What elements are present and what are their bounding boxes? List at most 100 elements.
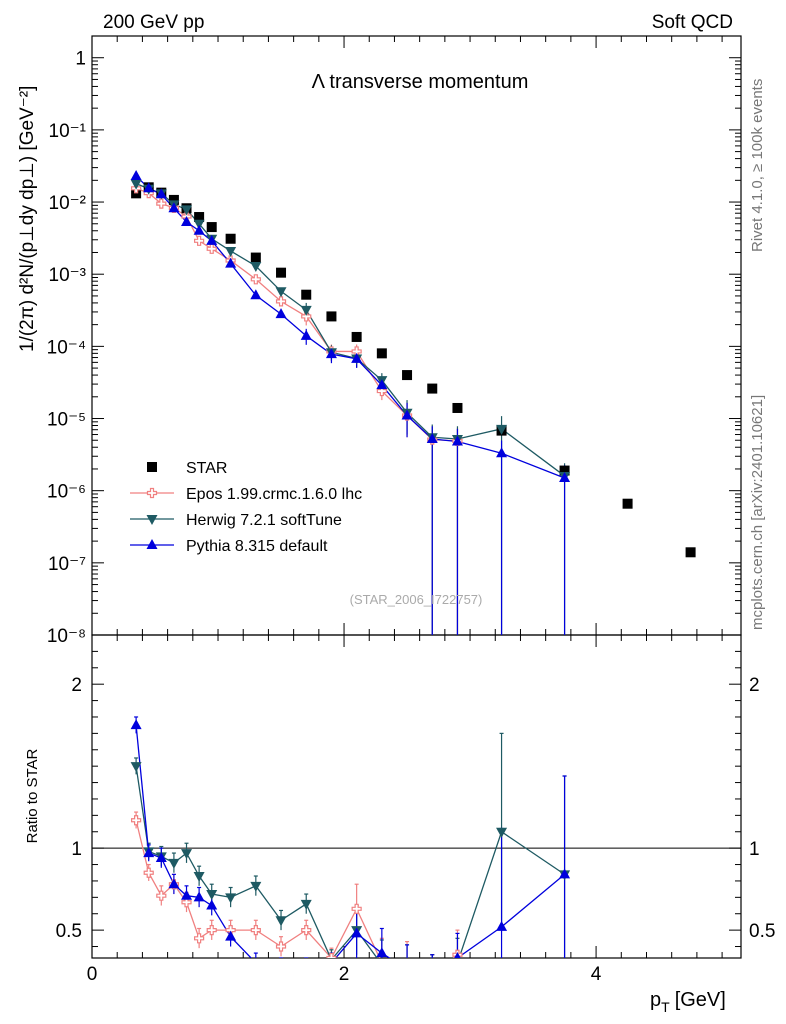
marker-ratio [130, 719, 142, 730]
marker-main [301, 289, 312, 300]
marker-main [168, 202, 180, 213]
marker-ratio [376, 947, 388, 958]
marker-main [301, 311, 312, 322]
marker-main [300, 305, 312, 316]
marker-ratio [225, 893, 237, 904]
marker-main [225, 246, 237, 257]
y-tick-label-main: 10⁻⁷ [48, 554, 86, 575]
marker-main [194, 212, 205, 223]
marker-ratio [559, 868, 571, 879]
legend-marker [146, 487, 158, 499]
marker-main [250, 274, 261, 285]
plot-frames [91, 35, 742, 959]
marker-main [250, 289, 262, 300]
series-line-ratio [135, 820, 458, 958]
marker-ratio [275, 916, 287, 927]
marker-ratio [206, 899, 218, 910]
marker-main [276, 267, 287, 278]
x-axis-label-unit: [GeV] [675, 989, 726, 1011]
marker-main [351, 331, 362, 342]
x-tick-label: 2 [339, 964, 350, 985]
marker-main [143, 182, 155, 193]
marker-main [376, 379, 388, 390]
marker-main [225, 257, 237, 268]
marker-ratio [300, 899, 312, 910]
marker-ratio [250, 925, 261, 936]
ratio-tick-label-left: 0.5 [56, 921, 82, 942]
marker-main [250, 261, 262, 272]
marker-main [496, 424, 508, 435]
data-markers [130, 169, 696, 558]
marker-main [559, 465, 570, 476]
x-axis-label-main: p [650, 989, 661, 1011]
marker-main [402, 370, 413, 381]
marker-ratio [206, 890, 218, 901]
ratio-panel-frame [91, 634, 742, 959]
marker-main [426, 433, 438, 444]
y-tick-label-main: 1 [75, 49, 86, 70]
ratio-tick-label-left: 1 [71, 839, 82, 860]
axis-ticks [91, 35, 741, 958]
y-tick-label-main: 10⁻² [49, 193, 87, 214]
ratio-tick-label-left: 2 [71, 675, 82, 696]
chart-title: Λ transverse momentum [312, 71, 529, 93]
marker-ratio [193, 872, 205, 883]
marker-main [194, 235, 205, 246]
ratio-data-markers [130, 719, 571, 958]
marker-ratio [206, 925, 217, 936]
marker-main [206, 243, 217, 254]
marker-main [376, 348, 387, 359]
marker-ratio [351, 903, 362, 914]
marker-main [275, 296, 287, 307]
marker-main [206, 222, 217, 233]
marker-main [351, 352, 363, 363]
tick-labels: 0 2 4 1 10⁻¹ 10⁻² 10⁻³ 10⁻⁴ 10⁻⁵ 10⁻⁶ 10⁻⁷ 10⁻⁸ 2 2 1 1… [47, 49, 776, 985]
y-tick-label-main: 10⁻⁸ [47, 626, 86, 647]
marker-ratio [225, 930, 237, 941]
marker-ratio [454, 952, 461, 958]
marker-ratio [496, 827, 508, 838]
marker-ratio [194, 933, 205, 944]
marker-main [130, 169, 142, 180]
marker-main [156, 198, 167, 209]
marker-ratio [275, 941, 287, 952]
y-tick-label-main: 10⁻¹ [49, 121, 87, 142]
marker-main [376, 385, 387, 397]
legend-label: Epos 1.99.crmc.1.6.0 lhc [186, 486, 362, 503]
marker-main [427, 383, 438, 394]
series-line-main [135, 187, 458, 442]
marker-ratio [326, 952, 337, 958]
legend-marker [147, 462, 157, 472]
marker-main [622, 498, 633, 509]
legend-label: Herwig 7.2.1 softTune [186, 512, 342, 529]
y-tick-label-main: 10⁻³ [49, 265, 87, 286]
marker-main [559, 471, 571, 482]
marker-ratio [143, 867, 154, 878]
marker-ratio [496, 920, 508, 931]
marker-main [193, 224, 205, 235]
marker-main [451, 435, 463, 446]
ratio-tick-label-right: 2 [749, 675, 760, 696]
marker-main [181, 215, 193, 226]
ratio-tick-label-right: 1 [749, 839, 760, 860]
analysis-id: (STAR_2006_I722757) [350, 592, 483, 607]
marker-ratio [181, 889, 193, 900]
marker-ratio [351, 927, 363, 938]
marker-ratio [250, 881, 262, 892]
marker-main [275, 308, 287, 319]
marker-main [452, 402, 463, 413]
legend-marker [146, 539, 158, 549]
marker-main [168, 194, 179, 205]
marker-ratio [156, 890, 167, 901]
marker-ratio [155, 851, 167, 862]
process-label: Soft QCD [652, 12, 733, 33]
y-tick-label-main: 10⁻⁵ [47, 410, 86, 431]
marker-main [300, 329, 312, 340]
ratio-tick-label-right: 0.5 [749, 921, 775, 942]
x-tick-label: 4 [591, 964, 602, 985]
legend-label: STAR [186, 460, 227, 477]
marker-main [206, 234, 218, 245]
legend-label: Pythia 8.315 default [186, 538, 328, 555]
marker-main [326, 311, 337, 322]
